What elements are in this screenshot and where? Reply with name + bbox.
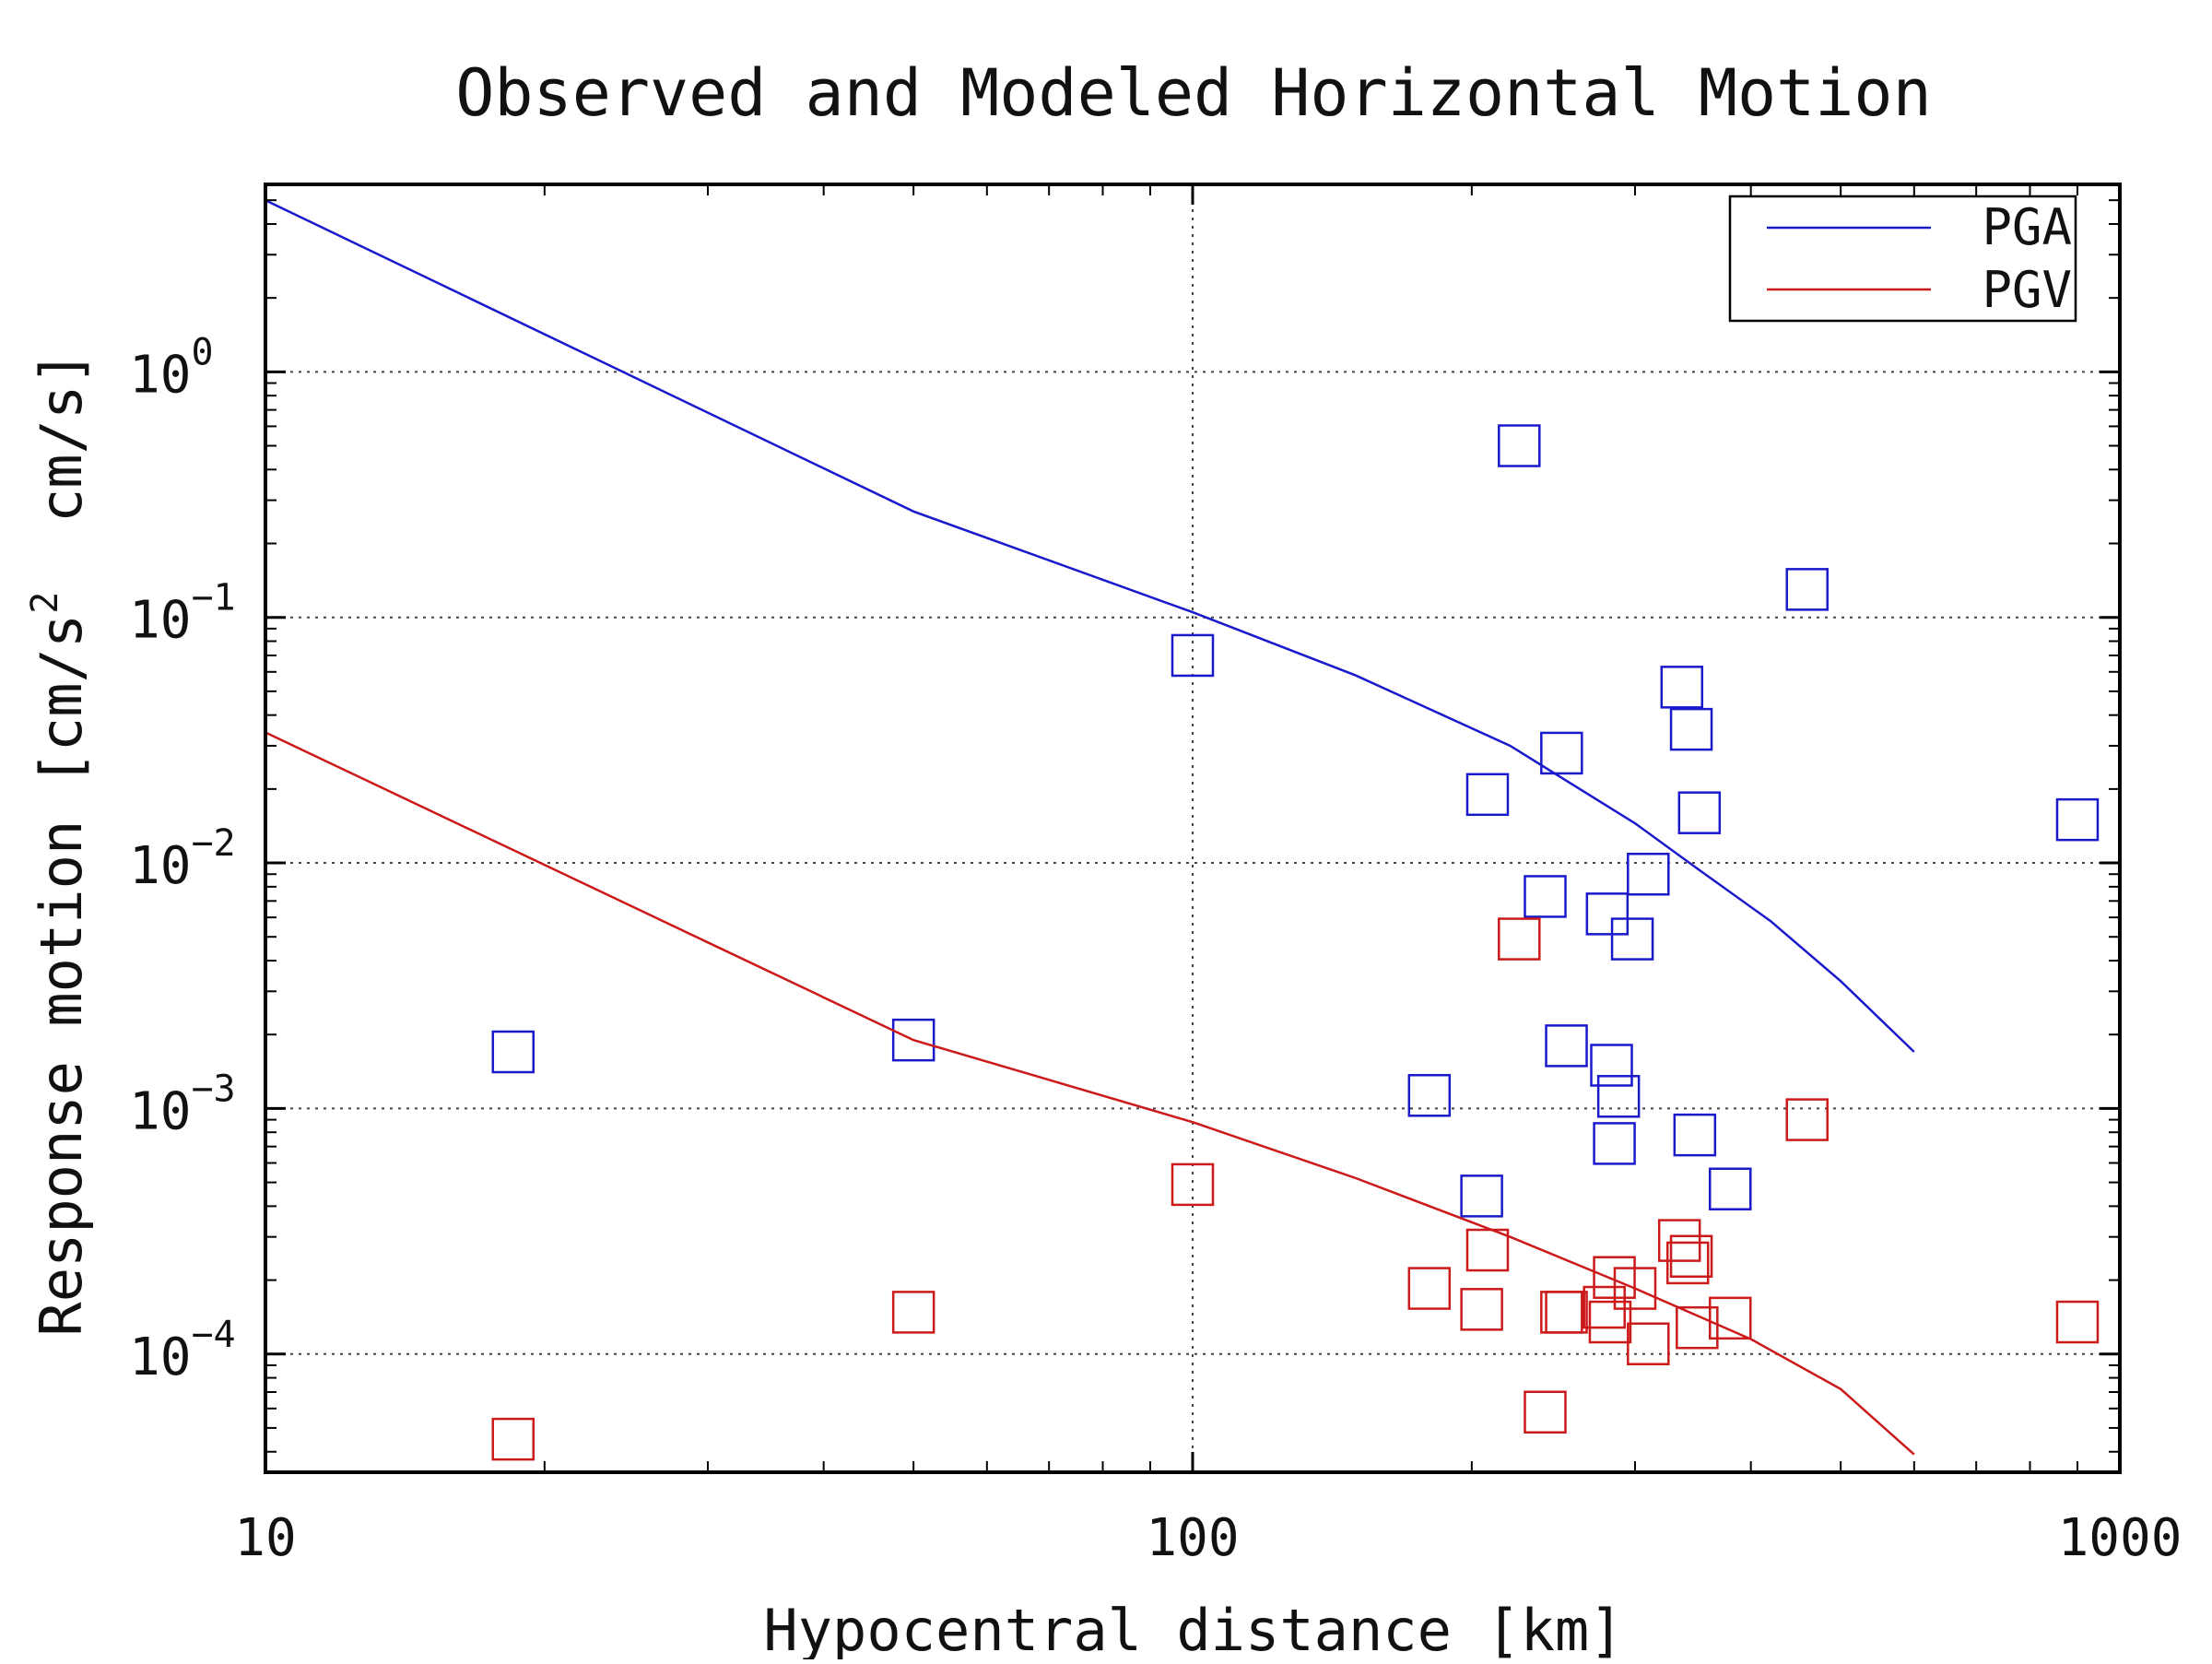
legend-pgv-label: PGV — [1982, 261, 2072, 319]
y-axis-label-unit: cm/s] — [28, 350, 95, 591]
pga-observed-point — [491, 1030, 535, 1074]
pga-observed-point — [1627, 852, 1670, 896]
grid — [265, 184, 2120, 1472]
y-tick-label-exponent: −4 — [191, 1314, 235, 1356]
pga-observed-point — [1540, 731, 1583, 775]
y-axis-label: Response motion [cm/s2 cm/s] — [24, 350, 95, 1336]
y-tick-label-exponent: −1 — [191, 577, 235, 620]
legend: PGA PGV — [1728, 195, 2077, 323]
pgv-observed-point — [1613, 1267, 1657, 1310]
pgv-observed-point — [1545, 1291, 1588, 1334]
y-tick-label-exponent: −2 — [191, 822, 235, 865]
pgv-observed-point — [1583, 1285, 1626, 1329]
pgv-observed-point — [491, 1417, 535, 1461]
pga-observed-point — [1709, 1167, 1752, 1210]
legend-pga-label: PGA — [1982, 198, 2072, 256]
pgv-observed-point — [1676, 1305, 1719, 1350]
tick-marks — [264, 184, 2122, 1472]
pga-observed-point — [1660, 666, 1704, 709]
pga-observed-point — [1590, 1044, 1633, 1087]
pga-observed-point — [1498, 424, 1541, 467]
y-tick-label: 10−4 — [129, 1314, 236, 1387]
y-tick-label-base: 10 — [129, 591, 191, 651]
pga-observed-point — [2055, 797, 2100, 842]
y-tick-label-base: 10 — [129, 836, 191, 896]
pga-observed-point — [1465, 773, 1510, 817]
pga-observed-point — [891, 1018, 935, 1062]
y-tick-label-base: 10 — [129, 345, 191, 405]
pga-observed-point — [1677, 791, 1722, 834]
pgv-observed-point — [1657, 1219, 1701, 1262]
pgv-observed-point — [1407, 1267, 1452, 1310]
pga-observed-point — [1610, 917, 1654, 961]
y-axis-label-exponent: 2 — [24, 592, 66, 614]
y-tick-label: 10−2 — [129, 822, 236, 896]
x-axis-label: Hypocentral distance [km] — [763, 1597, 1623, 1659]
pgv-observed-point — [2055, 1300, 2100, 1344]
pga-observed-point — [1545, 1024, 1588, 1068]
y-axis-label-main: Response motion [cm/s — [28, 614, 95, 1337]
x-tick-label: 100 — [1146, 1508, 1239, 1568]
pga-observed-point — [1524, 875, 1567, 918]
pgv-observed-point — [1709, 1296, 1752, 1340]
pgv-observed-point — [1465, 1228, 1510, 1272]
y-tick-label-exponent: 0 — [191, 331, 213, 373]
pgv-observed-point — [1588, 1300, 1632, 1344]
pgv-observed-point — [891, 1291, 935, 1334]
y-tick-label-exponent: −3 — [191, 1068, 235, 1110]
pga-observed-point — [1673, 1113, 1717, 1157]
pga-observed-point — [1585, 892, 1630, 936]
x-tick-label: 1000 — [2058, 1508, 2183, 1568]
legend-box — [1728, 195, 2077, 323]
pgv-observed-point — [1665, 1241, 1710, 1285]
y-tick-label: 100 — [129, 331, 214, 405]
pga-observed-point — [1785, 568, 1829, 611]
pga-series — [265, 199, 2100, 1218]
pgv-observed-point — [1460, 1288, 1503, 1331]
pga-observed-point — [1593, 1122, 1636, 1165]
y-tick-label-base: 10 — [129, 1081, 191, 1141]
pgv-observed-point — [1171, 1162, 1215, 1207]
pga-observed-point — [1171, 633, 1215, 678]
chart-title: Observed and Modeled Horizontal Motion — [455, 55, 1931, 131]
y-tick-label-base: 10 — [129, 1328, 191, 1387]
pgv-observed-point — [1498, 917, 1541, 961]
y-tick-label: 10−3 — [129, 1068, 236, 1141]
y-tick-label: 10−1 — [129, 577, 236, 651]
pgv-observed-point — [1627, 1322, 1670, 1365]
x-tick-label: 10 — [234, 1508, 296, 1568]
pgv-series — [265, 731, 2100, 1461]
pga-observed-point — [1407, 1074, 1452, 1117]
pga-observed-point — [1460, 1174, 1503, 1218]
pgv-model-line — [265, 731, 1915, 1456]
series-layer — [265, 199, 2100, 1461]
pgv-observed-point — [1785, 1098, 1829, 1141]
pga-model-line — [265, 199, 1915, 1053]
pga-observed-point — [1596, 1075, 1641, 1118]
pgv-observed-point — [1524, 1390, 1567, 1434]
pgv-observed-point — [1669, 1234, 1713, 1279]
pga-observed-point — [1669, 707, 1713, 751]
